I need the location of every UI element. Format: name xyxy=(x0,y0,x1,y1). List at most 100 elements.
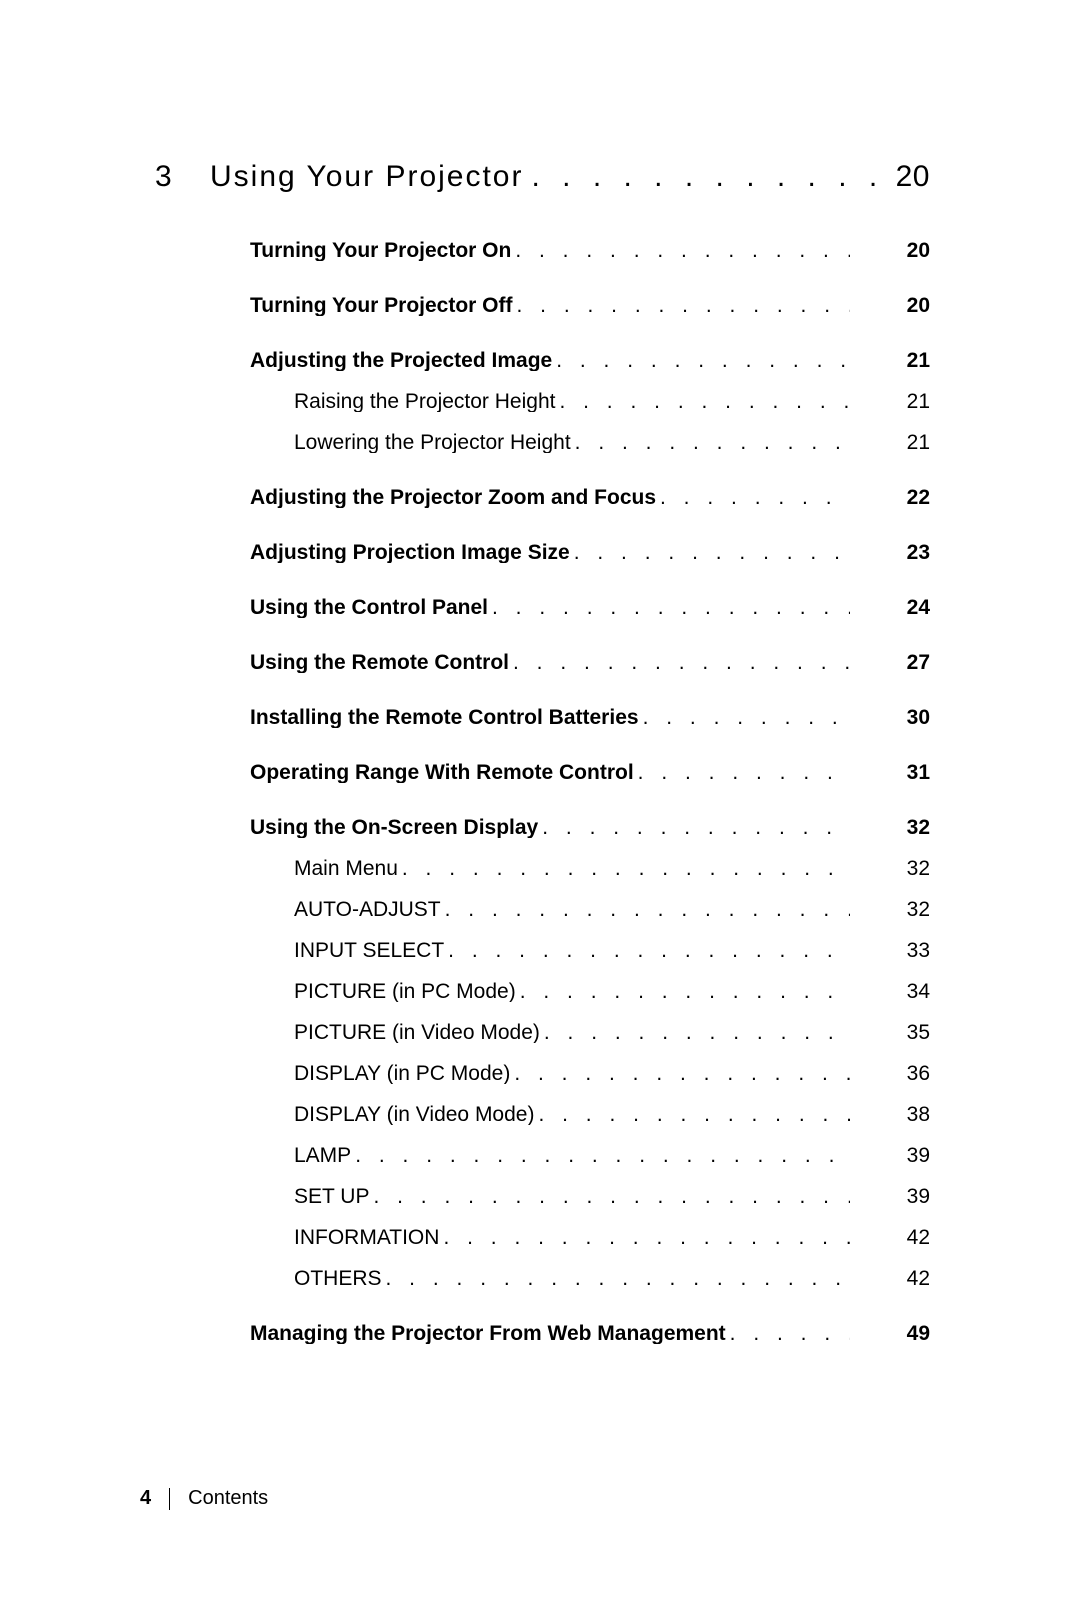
toc-row: Lowering the Projector Height. . . . . .… xyxy=(250,432,930,453)
toc-row: Turning Your Projector On. . . . . . . .… xyxy=(250,240,930,261)
toc-group: Turning Your Projector On. . . . . . . .… xyxy=(250,240,930,261)
toc-text-leader: DISPLAY (in Video Mode) . . . . . . . . … xyxy=(294,1104,850,1125)
toc-page: 30 xyxy=(850,707,930,728)
toc-group: Turning Your Projector Off. . . . . . . … xyxy=(250,295,930,316)
toc-page: 32 xyxy=(850,899,930,920)
toc-text-leader: Turning Your Projector On. . . . . . . .… xyxy=(250,240,850,261)
toc-row: Installing the Remote Control Batteries … xyxy=(250,707,930,728)
toc-group: Installing the Remote Control Batteries … xyxy=(250,707,930,728)
leader-dots: . . . . . . . . . . . . . . . . . . . . … xyxy=(509,652,850,673)
toc-row: DISPLAY (in Video Mode) . . . . . . . . … xyxy=(250,1104,930,1125)
toc-page: 36 xyxy=(850,1063,930,1084)
toc-text: Raising the Projector Height xyxy=(294,391,555,412)
toc-page: 21 xyxy=(850,432,930,453)
toc-page: 39 xyxy=(850,1145,930,1166)
toc-text-leader: Using the Remote Control. . . . . . . . … xyxy=(250,652,850,673)
toc-text: Main Menu xyxy=(294,858,398,879)
leader-dots: . . . . . . . . . . . . . . . . . . . . … xyxy=(552,350,850,371)
leader-dots: . . . . . . . . . . . . . . . . . . . . … xyxy=(639,707,850,728)
toc-text: Turning Your Projector Off xyxy=(250,295,513,316)
toc-text: PICTURE (in PC Mode) xyxy=(294,981,516,1002)
toc-text: Adjusting Projection Image Size xyxy=(250,542,570,563)
toc-row: Using the On-Screen Display. . . . . . .… xyxy=(250,817,930,838)
toc-row: Managing the Projector From Web Manageme… xyxy=(250,1323,930,1344)
leader-dots: . . . . . . . . . . . . . . . . . . . . … xyxy=(555,391,850,412)
toc-text: Adjusting the Projected Image xyxy=(250,350,552,371)
leader-dots: . . . . . . . . . . . . . . . . . . . . … xyxy=(398,858,850,879)
toc-text: Lowering the Projector Height xyxy=(294,432,571,453)
toc-group: Using the On-Screen Display. . . . . . .… xyxy=(250,817,930,1289)
leader-dots: . . . . . . . . . . . . . . . . . . . . … xyxy=(369,1186,850,1207)
toc-row: INPUT SELECT. . . . . . . . . . . . . . … xyxy=(250,940,930,961)
chapter-number: 3 xyxy=(155,160,210,194)
toc-row: DISPLAY (in PC Mode). . . . . . . . . . … xyxy=(250,1063,930,1084)
toc-text: DISPLAY (in PC Mode) xyxy=(294,1063,510,1084)
leader-dots: . . . . . . . . . . . . . . . . . . . . … xyxy=(441,899,850,920)
leader-dots: . . . . . . . . . . . . . . . . . . . . … xyxy=(444,940,850,961)
toc-text-leader: Turning Your Projector Off. . . . . . . … xyxy=(250,295,850,316)
toc-text-leader: Using the On-Screen Display. . . . . . .… xyxy=(250,817,850,838)
toc-row: Raising the Projector Height. . . . . . … xyxy=(250,391,930,412)
leader-dots: . . . . . . . . . . . . . . . . . . . . … xyxy=(516,981,850,1002)
toc-page: 23 xyxy=(850,542,930,563)
toc-text-leader: Installing the Remote Control Batteries … xyxy=(250,707,850,728)
toc-text: Turning Your Projector On xyxy=(250,240,511,261)
toc-row: Turning Your Projector Off. . . . . . . … xyxy=(250,295,930,316)
toc-text: PICTURE (in Video Mode) xyxy=(294,1022,540,1043)
toc-text-leader: LAMP. . . . . . . . . . . . . . . . . . … xyxy=(294,1145,850,1166)
footer-divider xyxy=(169,1488,170,1510)
leader-dots: . . . . . . . . . . . . . . . . . . . . … xyxy=(439,1227,850,1248)
toc-text-leader: Operating Range With Remote Control. . .… xyxy=(250,762,850,783)
toc-group: Adjusting the Projected Image . . . . . … xyxy=(250,350,930,453)
toc-text: Using the Remote Control xyxy=(250,652,509,673)
toc-page: 42 xyxy=(850,1227,930,1248)
leader-dots: . . . . . . . . . . . . . . . . . . . . … xyxy=(656,487,850,508)
toc-group: Operating Range With Remote Control. . .… xyxy=(250,762,930,783)
toc-group: Adjusting the Projector Zoom and Focus. … xyxy=(250,487,930,508)
toc-row: SET UP . . . . . . . . . . . . . . . . .… xyxy=(250,1186,930,1207)
toc-text-leader: SET UP . . . . . . . . . . . . . . . . .… xyxy=(294,1186,850,1207)
leader-dots: . . . . . . . . . . . . . . . . . . . . … xyxy=(534,1104,850,1125)
toc-text: INPUT SELECT xyxy=(294,940,444,961)
toc-row: Operating Range With Remote Control. . .… xyxy=(250,762,930,783)
toc-page: 38 xyxy=(850,1104,930,1125)
page-footer: 4 Contents xyxy=(140,1487,268,1510)
toc-text-leader: Main Menu. . . . . . . . . . . . . . . .… xyxy=(294,858,850,879)
leader-dots: . . . . . . . . . . . . . . . . . . . . … xyxy=(538,817,850,838)
toc-text: DISPLAY (in Video Mode) xyxy=(294,1104,534,1125)
toc-row: Adjusting Projection Image Size . . . . … xyxy=(250,542,930,563)
leader-dots: . . . . . . . . . . . . . . . . . . . . … xyxy=(510,1063,850,1084)
leader-dots: . . . . . . . . . . . . . . . . . . . . … xyxy=(726,1323,850,1344)
toc-row: AUTO-ADJUST. . . . . . . . . . . . . . .… xyxy=(250,899,930,920)
toc-text: SET UP xyxy=(294,1186,369,1207)
toc-group: Using the Control Panel. . . . . . . . .… xyxy=(250,597,930,618)
toc-row: Using the Control Panel. . . . . . . . .… xyxy=(250,597,930,618)
toc-page: 27 xyxy=(850,652,930,673)
toc-text-leader: AUTO-ADJUST. . . . . . . . . . . . . . .… xyxy=(294,899,850,920)
toc-text-leader: Using the Control Panel. . . . . . . . .… xyxy=(250,597,850,618)
toc-text-leader: Raising the Projector Height. . . . . . … xyxy=(294,391,850,412)
toc-row: Main Menu. . . . . . . . . . . . . . . .… xyxy=(250,858,930,879)
toc-row: Adjusting the Projector Zoom and Focus. … xyxy=(250,487,930,508)
chapter-heading: 3 Using Your Projector . . . . . . . . .… xyxy=(155,160,930,194)
leader-dots: . . . . . . . . . . . . . . . . . . . . … xyxy=(570,542,850,563)
toc-page: 35 xyxy=(850,1022,930,1043)
toc-text-leader: Adjusting Projection Image Size . . . . … xyxy=(250,542,850,563)
toc-page: 32 xyxy=(850,817,930,838)
toc-page: 24 xyxy=(850,597,930,618)
footer-page-number: 4 xyxy=(140,1487,151,1510)
leader-dots: . . . . . . . . . . . . . . . . . . . . … xyxy=(382,1268,850,1289)
chapter-title: Using Your Projector xyxy=(210,160,524,194)
leader-dots: . . . . . . . . . . . . . . . . . . . . … xyxy=(488,597,850,618)
toc-text-leader: DISPLAY (in PC Mode). . . . . . . . . . … xyxy=(294,1063,850,1084)
toc-text-leader: INFORMATION. . . . . . . . . . . . . . .… xyxy=(294,1227,850,1248)
toc-text: AUTO-ADJUST xyxy=(294,899,441,920)
toc-group: Adjusting Projection Image Size . . . . … xyxy=(250,542,930,563)
toc-page: 21 xyxy=(850,350,930,371)
toc-row: PICTURE (in Video Mode) . . . . . . . . … xyxy=(250,1022,930,1043)
leader-dots: . . . . . . . . . . . . . . . . . . . . … xyxy=(513,295,851,316)
footer-label: Contents xyxy=(188,1487,268,1510)
toc-text-leader: PICTURE (in PC Mode). . . . . . . . . . … xyxy=(294,981,850,1002)
toc-text: INFORMATION xyxy=(294,1227,439,1248)
toc-row: OTHERS. . . . . . . . . . . . . . . . . … xyxy=(250,1268,930,1289)
